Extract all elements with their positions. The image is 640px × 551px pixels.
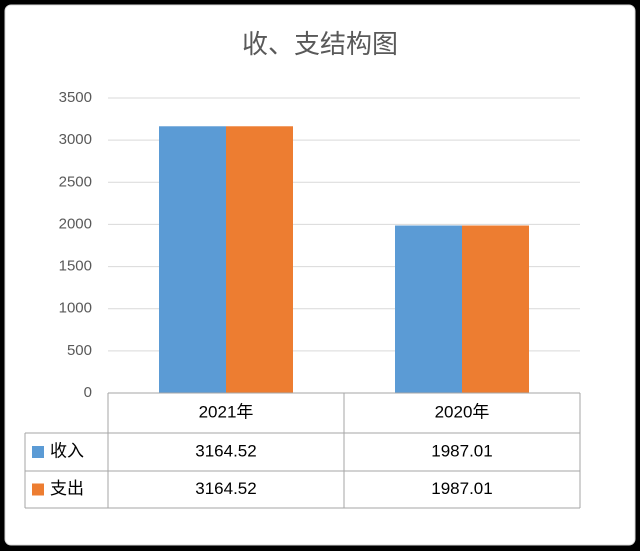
y-tick-label: 1500 xyxy=(59,258,92,275)
y-tick-label: 2500 xyxy=(59,173,92,190)
bar xyxy=(395,225,462,393)
y-tick-label: 0 xyxy=(84,384,92,401)
x-tick-label: 2020年 xyxy=(435,402,490,421)
y-tick-label: 1000 xyxy=(59,300,92,317)
table-value: 3164.52 xyxy=(195,479,256,498)
legend-key xyxy=(32,483,44,496)
table-value: 1987.01 xyxy=(431,441,492,460)
x-tick-label: 2021年 xyxy=(199,402,254,421)
table-value: 3164.52 xyxy=(195,441,256,460)
table-value: 1987.01 xyxy=(431,479,492,498)
legend-label: 收入 xyxy=(50,441,84,460)
bar xyxy=(226,126,293,393)
bar xyxy=(159,126,226,393)
chart-background xyxy=(4,4,636,546)
chart-title: 收、支结构图 xyxy=(242,29,398,59)
y-tick-label: 3000 xyxy=(59,131,92,148)
y-tick-label: 500 xyxy=(67,342,92,359)
legend-key xyxy=(32,446,44,458)
y-tick-label: 2000 xyxy=(59,215,92,232)
legend-label: 支出 xyxy=(50,479,84,498)
bar xyxy=(462,225,529,393)
y-tick-label: 3500 xyxy=(59,89,92,106)
